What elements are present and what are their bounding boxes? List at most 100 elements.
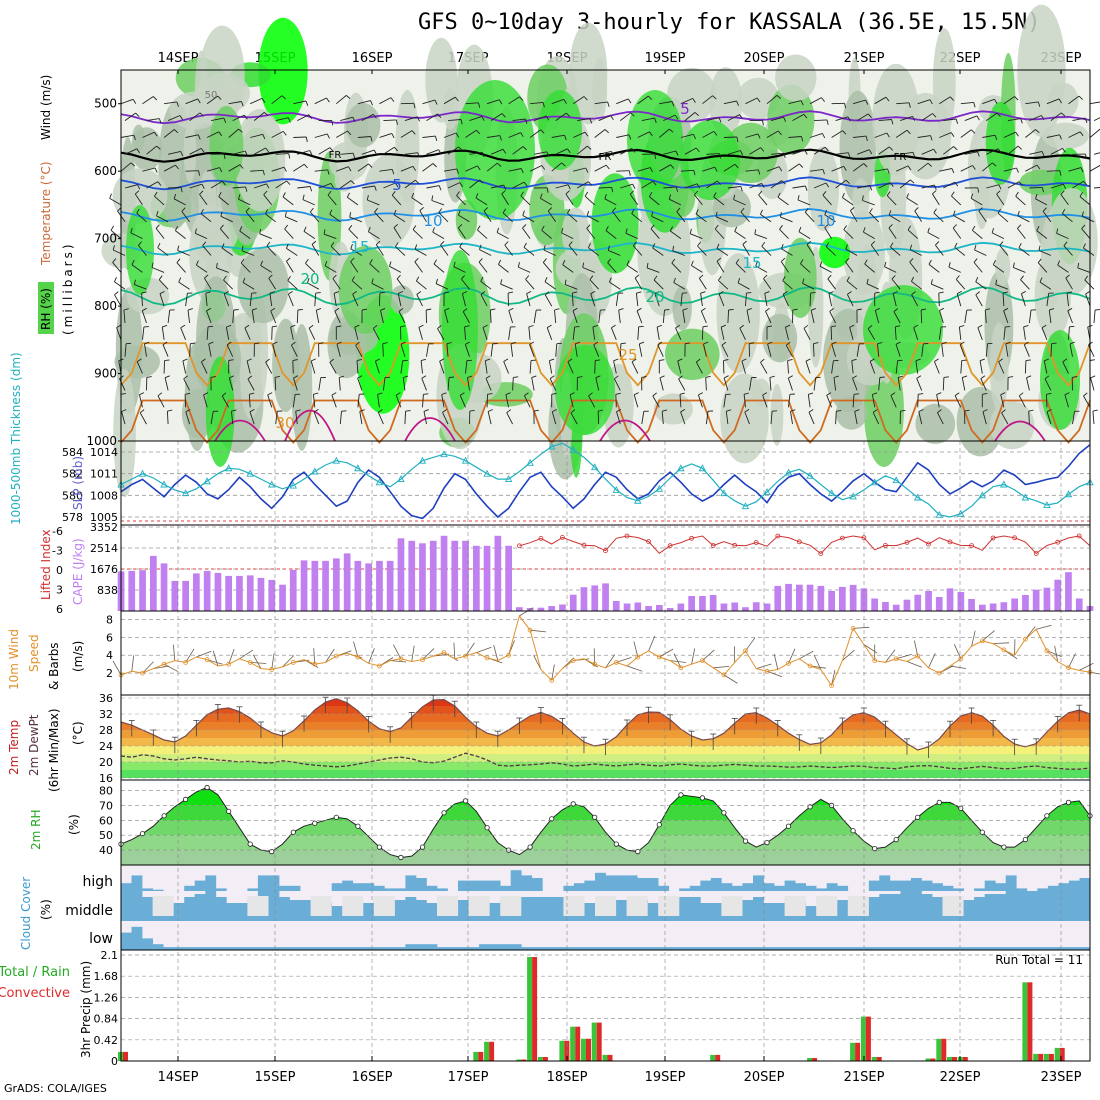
- wind-barb: [178, 281, 190, 290]
- cape-bar: [559, 604, 566, 611]
- wind-barb: [787, 360, 789, 374]
- wind-barb: [829, 311, 837, 324]
- wind-barb-flag: [932, 190, 937, 195]
- wind-barb: [124, 343, 127, 357]
- wind-barb-flag: [229, 375, 234, 379]
- thickness-tick-label: 578: [62, 511, 83, 524]
- wind-barb-flag: [517, 262, 520, 268]
- wind-barb-flag: [121, 409, 127, 413]
- cloud-bar-high: [489, 880, 501, 891]
- wind-barb-flag: [980, 375, 986, 379]
- wind-barb-flag: [977, 151, 980, 157]
- wind-barb: [533, 310, 537, 324]
- li-tick-label: -3: [52, 545, 63, 558]
- wind-barb-flag: [508, 307, 514, 311]
- wind-barb-flag: [220, 211, 223, 217]
- li-tick-label: 6: [56, 603, 63, 616]
- wind-barb: [223, 279, 234, 290]
- rh-point: [462, 798, 469, 804]
- wind-barb: [520, 195, 531, 206]
- cloud-bar-high: [152, 889, 164, 891]
- precip-total-bar: [537, 1057, 543, 1061]
- cape-tick-label: 3352: [90, 521, 118, 534]
- wind-barb: [330, 245, 341, 256]
- cloud-bar-high: [131, 875, 143, 891]
- cloud-bar-high: [1068, 880, 1080, 891]
- precip-total-bar: [473, 1051, 479, 1061]
- cape-bar: [257, 577, 265, 611]
- cloud-bar-low: [910, 947, 922, 950]
- wind-barb-flag: [346, 192, 351, 198]
- rh-point: [1044, 813, 1050, 819]
- wind-barb: [691, 265, 703, 273]
- thickness-point: [1064, 490, 1073, 498]
- wind-barb-flag: [133, 135, 136, 141]
- wind-barb-flag: [567, 358, 573, 363]
- wind-barb-flag: [438, 208, 443, 213]
- thickness-point: [461, 456, 470, 464]
- wind-barb-flag: [352, 153, 356, 159]
- wind-barb: [1050, 343, 1053, 357]
- wind-barb-flag: [326, 133, 330, 139]
- wind-barb: [210, 180, 223, 189]
- cloud-bar-low: [879, 947, 891, 950]
- wind-barb-flag: [264, 209, 269, 215]
- wind-barb: [992, 232, 1005, 240]
- wind-barb: [917, 135, 931, 138]
- wind-barb: [314, 97, 327, 105]
- temp-contour-25: [120, 342, 1091, 387]
- rh-blob: [767, 84, 815, 155]
- wind-barb: [210, 411, 214, 425]
- wind-barb: [1085, 293, 1091, 307]
- wind-barb: [534, 151, 547, 155]
- cloud-bar-high: [721, 883, 733, 891]
- wind-barb-flag: [432, 163, 437, 168]
- wind-barb-flag: [584, 191, 589, 197]
- wind-barb-flag: [254, 342, 260, 345]
- wind10m-point: [1066, 665, 1071, 671]
- wind-barb: [443, 96, 456, 105]
- wind10m-point: [958, 656, 964, 662]
- wind-barb-flag: [975, 277, 979, 282]
- wind-barb: [443, 132, 457, 138]
- wind-barb: [573, 131, 586, 138]
- wind-barb: [918, 411, 923, 425]
- wind-barb: [361, 113, 374, 121]
- wind10m-point: [333, 653, 339, 659]
- wind-barb: [641, 411, 645, 425]
- rh-point: [355, 823, 361, 829]
- cloud-bar-low: [942, 947, 954, 950]
- wind-barb: [590, 293, 596, 307]
- thickness-point: [311, 467, 319, 475]
- cloud-bar-high: [816, 888, 828, 891]
- wind-barb-flag: [1021, 291, 1027, 295]
- wind-barb: [803, 328, 811, 341]
- wind-barb: [1020, 279, 1030, 290]
- wind-barb-flag: [531, 375, 537, 379]
- wind-barb: [465, 165, 478, 172]
- wind-barb: [496, 232, 509, 239]
- cloud-bar-high: [932, 883, 943, 891]
- wind-barb-flag: [1020, 118, 1023, 124]
- cloud-bar-middle: [405, 897, 417, 921]
- wind-barb: [652, 395, 660, 408]
- cloud-bar-middle: [689, 897, 701, 921]
- precip-total-bar: [591, 1022, 597, 1061]
- contour-label: FR: [329, 150, 342, 161]
- cape-bar: [516, 607, 523, 611]
- wind-barb: [290, 327, 294, 340]
- wind-barb-flag: [357, 375, 363, 379]
- wind-barb: [453, 266, 466, 273]
- wind-barb-flag: [371, 278, 374, 284]
- wind-barb: [420, 360, 423, 374]
- wind-barb-flag: [675, 150, 679, 156]
- wind-barb-flag: [886, 191, 891, 196]
- cape-bar: [957, 592, 965, 611]
- wind-barb: [935, 244, 944, 256]
- wind-barb-flag: [373, 324, 378, 329]
- wind-barb-flag: [1069, 341, 1075, 345]
- wind-barb-flag: [412, 166, 416, 171]
- wind-barb-flag: [295, 409, 301, 412]
- wind-barb-flag: [244, 324, 250, 329]
